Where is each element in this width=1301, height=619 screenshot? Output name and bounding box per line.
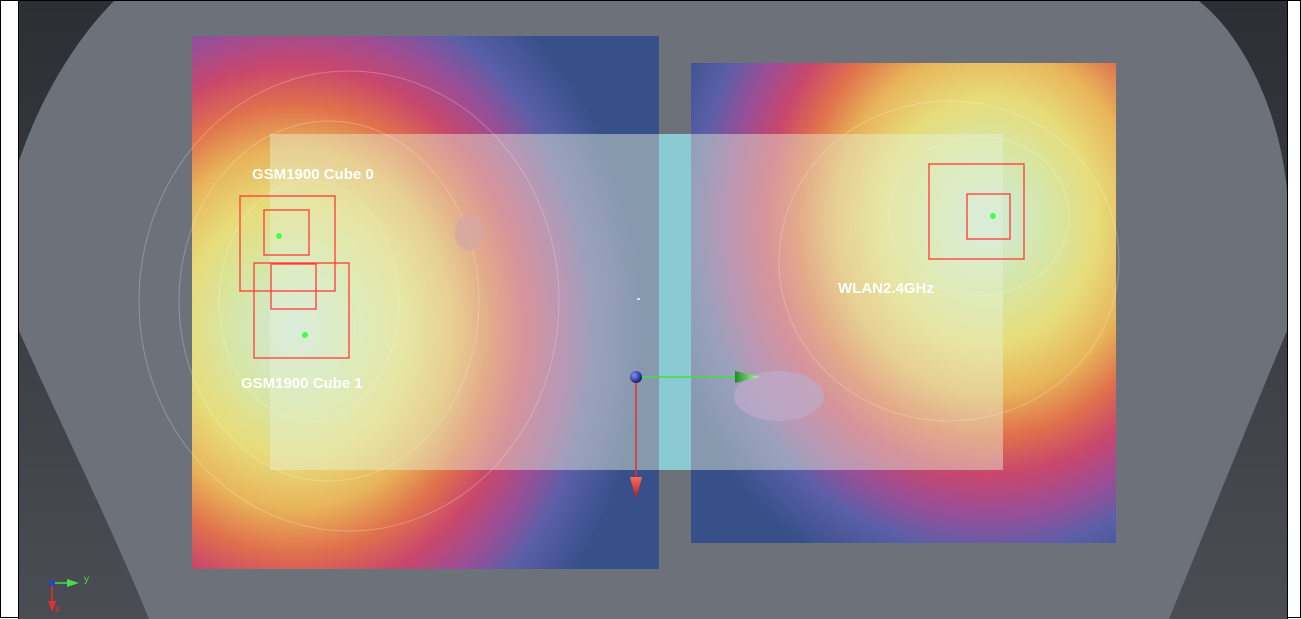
wlan-outer-box[interactable]: [928, 163, 1025, 260]
right-contour-rings: [734, 100, 1120, 422]
cube0-peak-point: [276, 233, 282, 239]
wlan-label: WLAN2.4GHz: [838, 280, 934, 297]
cube1-peak-point: [302, 332, 308, 338]
cube1-inner-box[interactable]: [270, 263, 317, 310]
axis-gizmo[interactable]: [630, 371, 760, 499]
x-axis-cone[interactable]: [630, 477, 642, 499]
cube0-inner-box[interactable]: [263, 209, 310, 256]
wlan-peak-point: [990, 213, 996, 219]
y-axis-cone[interactable]: [735, 371, 760, 383]
cube0-boxes[interactable]: [239, 195, 336, 292]
cube1-label: GSM1900 Cube 1: [241, 375, 363, 392]
corner-triad: [48, 579, 79, 612]
triad-origin: [49, 580, 55, 586]
wlan-boxes[interactable]: [928, 163, 1025, 260]
right-scan-field: [691, 63, 1116, 543]
triad-y-cone: [67, 579, 79, 587]
overlay-center-strip: [659, 134, 691, 470]
cube0-outer-box[interactable]: [239, 195, 336, 292]
3d-viewport[interactable]: GSM1900 Cube 0 GSM1900 Cube 1 WLAN2.4GHz…: [18, 1, 1288, 619]
center-marker: [637, 298, 640, 300]
triad-x-label: x: [55, 604, 60, 615]
left-contour-rings: [138, 70, 560, 532]
triad-x-cone: [48, 601, 56, 612]
wlan-inner-box[interactable]: [966, 193, 1011, 240]
cube1-outer-box[interactable]: [253, 262, 350, 359]
scene-canvas[interactable]: [19, 1, 1287, 619]
gizmo-origin[interactable]: [630, 371, 642, 383]
left-scan-field: [192, 36, 659, 569]
cube0-label: GSM1900 Cube 0: [252, 166, 374, 183]
cube1-boxes[interactable]: [253, 262, 350, 359]
triad-y-label: y: [84, 574, 89, 585]
